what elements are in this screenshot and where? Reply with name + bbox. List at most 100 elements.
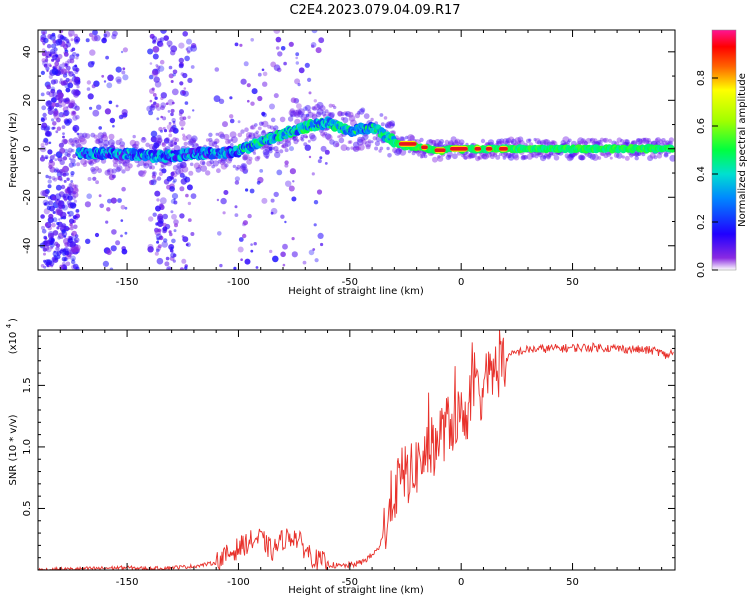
spectrogram-speckle (262, 81, 268, 87)
spectrogram-speckle (61, 138, 68, 145)
spectrogram-halo (304, 104, 311, 111)
snr-scale-exponent: 4 (5, 323, 13, 328)
spectrogram-speckle (317, 232, 324, 239)
spectrogram-halo (170, 139, 174, 143)
spectrogram-speckle (44, 131, 51, 137)
spectrogram-speckle (288, 185, 295, 192)
spectrogram-speckle (237, 120, 241, 124)
spectrogram-speckle (156, 176, 162, 181)
spectrogram-halo (437, 155, 441, 159)
spectrogram-halo (647, 155, 654, 162)
spectrogram-halo (180, 164, 185, 169)
spectrogram-speckle (157, 215, 163, 222)
spectrogram-speckle (42, 189, 49, 197)
spectrogram-halo (620, 139, 624, 143)
spectrogram-halo (352, 145, 360, 152)
spectrogram-halo (160, 164, 164, 168)
spectrogram-speckle (105, 220, 109, 224)
spectrogram-speckle (42, 112, 47, 118)
spectrogram-speckle (70, 255, 76, 262)
spectrogram-halo (386, 146, 390, 151)
spectrogram-speckle (173, 200, 178, 205)
spectrogram-speckle (106, 82, 113, 89)
spectrogram-speckle (59, 214, 63, 217)
spectrogram-speckle (72, 137, 80, 144)
spectrogram-speckle (234, 42, 239, 47)
spectrogram-halo (254, 123, 258, 127)
spectrogram-speckle (168, 73, 174, 79)
spectrogram-speckle (55, 246, 60, 251)
spectrogram-speckle (250, 101, 255, 106)
spectrogram-halo (343, 111, 348, 116)
spectrogram-speckle (169, 256, 175, 261)
spectrogram-halo (257, 126, 262, 131)
spectrogram-halo (138, 170, 144, 177)
spectrogram-speckle (161, 168, 167, 174)
spectrogram-speckle (185, 243, 189, 247)
spectrogram-peak (474, 147, 482, 151)
spectrogram-speckle (166, 266, 172, 270)
spectrogram-speckle (87, 93, 94, 100)
spectrogram-speckle (169, 248, 173, 253)
spectrogram-halo (502, 138, 509, 145)
spectrogram-speckle (68, 33, 73, 38)
spectrogram-halo (591, 153, 599, 161)
spectrogram-speckle (172, 73, 176, 77)
spectrogram-halo (365, 144, 371, 150)
x-tick-label: 50 (566, 577, 579, 588)
spectrogram-speckle (186, 38, 192, 45)
spectrogram-halo (148, 163, 153, 168)
spectrogram-halo (230, 138, 234, 142)
spectrogram-halo (577, 137, 585, 145)
spectrogram-halo (521, 155, 526, 159)
spectrogram-speckle (227, 139, 232, 144)
spectrogram-halo (664, 152, 669, 157)
spectrogram-y-label: Frequency (Hz) (8, 112, 19, 188)
spectrogram-speckle (172, 137, 177, 142)
spectrogram-speckle (52, 66, 56, 70)
spectrogram-speckle (75, 114, 80, 120)
spectrogram-halo (82, 132, 88, 138)
spectrogram-halo (119, 138, 123, 142)
spectrogram-speckle (71, 143, 75, 147)
spectrogram-halo (349, 140, 353, 144)
spectrogram-halo (115, 166, 121, 173)
spectrogram-halo (602, 138, 607, 143)
spectrogram-speckle (242, 220, 248, 226)
spectrogram-speckle (70, 180, 74, 183)
spectrogram-speckle (45, 174, 49, 179)
spectrogram-speckle (182, 116, 187, 121)
spectrogram-speckle (57, 92, 64, 99)
spectrogram-speckle (162, 126, 166, 130)
spectrogram-halo (468, 153, 474, 159)
spectrogram-halo (77, 132, 85, 140)
spectrogram-halo (342, 117, 349, 124)
spectrogram-halo (492, 153, 498, 158)
spectrogram-speckle (240, 258, 243, 262)
spectrogram-halo (181, 166, 189, 173)
spectrogram-halo (141, 137, 146, 141)
spectrogram-speckle (62, 132, 65, 136)
spectrogram-halo (122, 159, 130, 167)
spectrogram-speckle (115, 76, 122, 83)
spectrogram-halo (517, 136, 524, 143)
spectrogram-halo (332, 140, 340, 148)
spectrogram-speckle (311, 30, 318, 34)
spectrogram-halo (507, 136, 515, 143)
spectrogram-halo (284, 148, 289, 153)
spectrogram-halo (629, 153, 634, 158)
spectrogram-speckle (178, 57, 184, 64)
spectrogram-halo (362, 133, 369, 140)
spectrogram-speckle (44, 142, 49, 146)
spectrogram-speckle (68, 183, 73, 188)
spectrogram-halo (606, 151, 612, 157)
spectrogram-speckle (157, 244, 162, 249)
spectrogram-speckle (156, 257, 164, 265)
spectrogram-halo (581, 140, 588, 147)
spectrogram-speckle (40, 117, 46, 123)
spectrogram-halo (246, 136, 250, 140)
spectrogram-halo (216, 168, 221, 174)
spectrogram-speckle (169, 232, 173, 237)
spectrogram-halo (407, 150, 412, 154)
spectrogram-speckle (178, 63, 184, 69)
